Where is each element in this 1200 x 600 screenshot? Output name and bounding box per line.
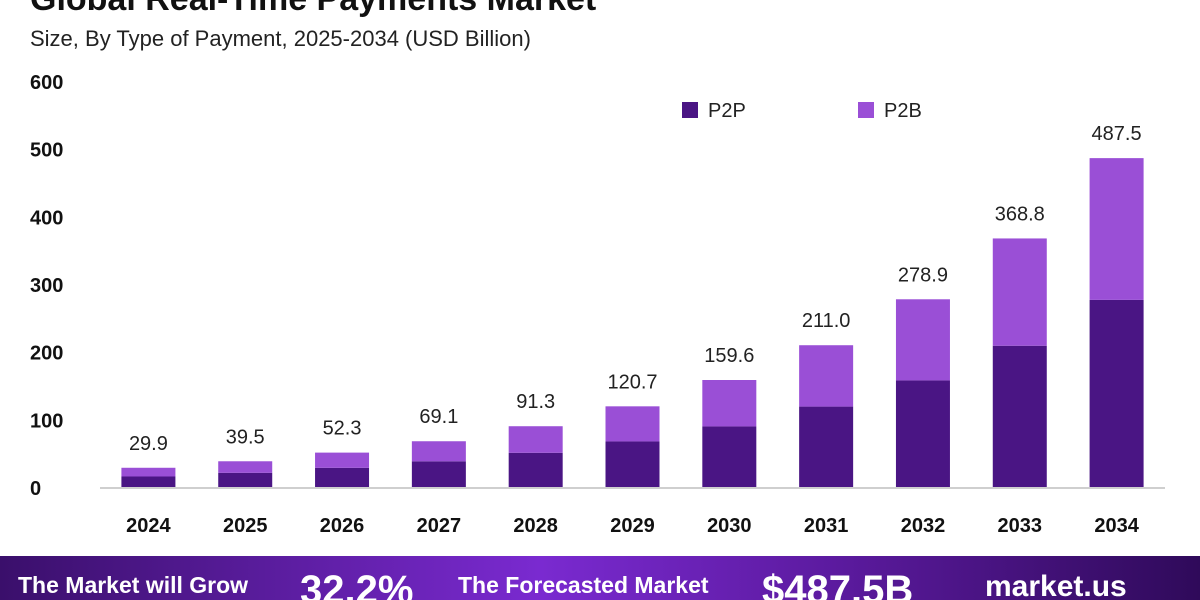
data-label: 159.6	[704, 345, 754, 367]
y-tick-label: 500	[30, 140, 63, 162]
legend-swatch-p2b	[858, 102, 874, 118]
footer-growth-text: The Market will Grow	[18, 572, 249, 598]
data-label: 69.1	[419, 406, 458, 428]
bars: 29.9 39.5 52.3 69.1 91.3 120.7 159.6 211.0 278.9…	[121, 123, 1144, 488]
bar-segment-p2p	[1089, 299, 1144, 488]
bar-segment-p2p	[895, 380, 950, 488]
bar-segment-p2p	[121, 476, 176, 488]
legend-label-p2b: P2B	[884, 100, 922, 122]
footer-banner: The Market will Grow 32.2% The Forecaste…	[0, 556, 1200, 600]
y-tick-label: 600	[30, 72, 63, 94]
bar-segment-p2p	[218, 472, 273, 488]
bar-segment-p2p	[799, 406, 854, 488]
x-tick-label: 2032	[901, 515, 946, 537]
x-tick-label: 2030	[707, 515, 752, 537]
bar-segment-p2b	[218, 461, 273, 473]
bar-segment-p2p	[315, 467, 370, 488]
data-label: 39.5	[226, 426, 265, 448]
x-tick-label: 2024	[126, 515, 171, 537]
data-label: 278.9	[898, 264, 948, 286]
stacked-bar-chart: 0 100 200 300 400 500 600 29.9 39.5 52.3 69.1 91.3…	[30, 72, 1165, 537]
y-tick-label: 200	[30, 343, 63, 365]
bar-segment-p2b	[799, 345, 854, 407]
x-axis: 2024 2025 2026 2027 2028 2029 2030 2031 2032 2033…	[100, 487, 1165, 537]
y-tick-label: 0	[30, 478, 41, 500]
y-axis: 0 100 200 300 400 500 600	[30, 72, 63, 500]
bar-segment-p2b	[1089, 158, 1144, 300]
data-label: 368.8	[995, 203, 1045, 225]
y-tick-label: 400	[30, 207, 63, 229]
bar-segment-p2p	[605, 441, 660, 488]
chart-title: Global Real-Time Payments Market	[30, 0, 596, 19]
x-tick-label: 2025	[223, 515, 268, 537]
x-tick-label: 2029	[610, 515, 655, 537]
bar-segment-p2b	[992, 238, 1047, 346]
x-tick-label: 2027	[417, 515, 462, 537]
data-label: 211.0	[802, 310, 851, 332]
x-tick-label: 2028	[513, 515, 558, 537]
footer-forecast-value: $487.5B	[762, 568, 914, 600]
x-tick-label: 2033	[998, 515, 1043, 537]
chart-subtitle: Size, By Type of Payment, 2025-2034 (USD…	[30, 26, 531, 51]
bar-segment-p2b	[315, 452, 370, 468]
data-label: 120.7	[607, 371, 657, 393]
bar-segment-p2b	[702, 380, 757, 427]
data-label: 52.3	[323, 418, 362, 440]
legend: P2P P2B	[682, 100, 922, 122]
footer-forecast-text: The Forecasted Market	[458, 572, 709, 598]
bar-segment-p2p	[702, 426, 757, 488]
legend-swatch-p2p	[682, 102, 698, 118]
x-tick-label: 2026	[320, 515, 365, 537]
x-tick-label: 2034	[1094, 515, 1139, 537]
x-tick-label: 2031	[804, 515, 849, 537]
data-label: 29.9	[129, 433, 168, 455]
bar-segment-p2b	[605, 406, 660, 442]
data-label: 487.5	[1092, 123, 1142, 145]
bar-segment-p2b	[121, 467, 176, 477]
legend-label-p2p: P2P	[708, 100, 746, 122]
bar-segment-p2b	[508, 426, 563, 453]
data-label: 91.3	[516, 391, 555, 413]
bar-segment-p2b	[411, 441, 466, 462]
footer-brand-logo: market.us	[985, 570, 1127, 600]
y-tick-label: 300	[30, 275, 63, 297]
bar-segment-p2b	[895, 299, 950, 381]
bar-segment-p2p	[508, 452, 563, 488]
y-tick-label: 100	[30, 410, 63, 432]
footer-cagr: 32.2%	[300, 568, 414, 600]
bar-segment-p2p	[411, 461, 466, 488]
bar-segment-p2p	[992, 345, 1047, 488]
